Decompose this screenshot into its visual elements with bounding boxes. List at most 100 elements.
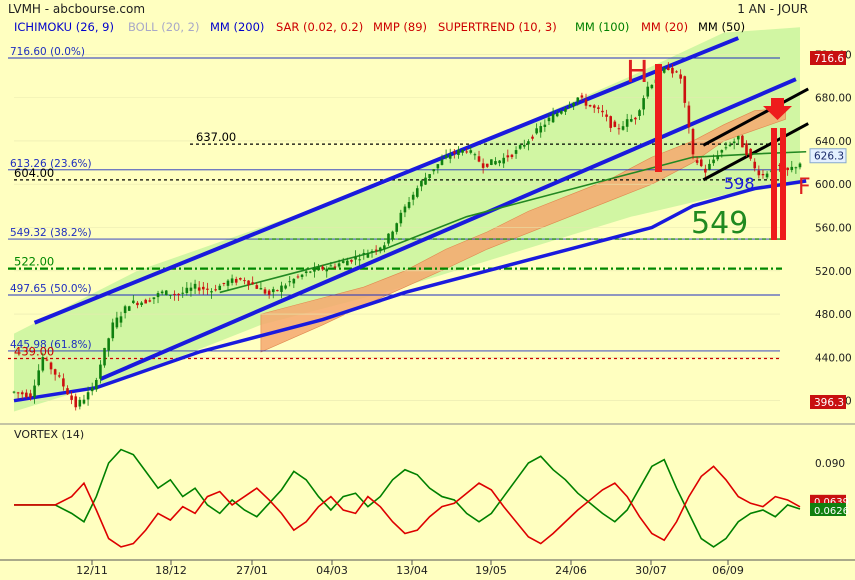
- vortex-green-badge-box: [810, 503, 846, 516]
- candle-body: [354, 256, 357, 260]
- candle-body: [276, 290, 279, 292]
- candle-body: [74, 396, 78, 408]
- candle-body: [712, 159, 715, 164]
- head-bar: [655, 64, 662, 172]
- candle-body: [634, 117, 637, 120]
- head-label: H: [626, 55, 649, 90]
- candle-body: [164, 290, 168, 296]
- candle-body: [465, 151, 468, 153]
- candle-body: [720, 150, 724, 153]
- candle-body: [115, 317, 119, 328]
- candle-body: [189, 287, 193, 291]
- candle-body: [321, 266, 324, 270]
- low-badge-text: 396.3: [814, 397, 844, 409]
- candle-body: [625, 119, 629, 127]
- candle-body: [29, 393, 32, 398]
- candle-body: [132, 300, 135, 304]
- fib-level-label: 445.98 (61.8%): [10, 339, 92, 351]
- price-level-label: 439.00: [14, 344, 54, 358]
- x-tick-label: 19/05: [475, 564, 507, 577]
- candle-body: [646, 86, 650, 97]
- candle-body: [169, 294, 172, 296]
- price-tick-label: 680.00: [815, 93, 852, 105]
- candle-body: [790, 166, 794, 171]
- candle-body: [201, 286, 205, 290]
- candle-body: [761, 173, 765, 176]
- candle-body: [20, 392, 24, 395]
- price-tick-label: 600.00: [815, 179, 852, 191]
- candle-body: [765, 173, 769, 178]
- candle-body: [41, 357, 45, 371]
- candle-body: [271, 289, 275, 293]
- candle-body: [140, 302, 143, 306]
- candle-body: [514, 150, 518, 154]
- chart-period: 1 AN - JOUR: [737, 2, 808, 16]
- candle-body: [16, 392, 20, 394]
- chart-title: LVMH - abcbourse.com: [8, 2, 145, 16]
- candle-body: [12, 391, 16, 393]
- candle-body: [638, 110, 641, 117]
- candle-body: [99, 364, 102, 379]
- candle-body: [547, 117, 551, 122]
- down-arrow: [763, 98, 792, 120]
- candle-body: [53, 369, 57, 375]
- candle-body: [230, 278, 234, 283]
- support-resistance-lines: 637.00 604.00 522.00 439.00: [8, 130, 782, 360]
- candle-body: [708, 163, 711, 170]
- price-tick-label: 480.00: [815, 309, 852, 321]
- candle-body: [601, 110, 604, 113]
- moving-average-line: [13, 179, 807, 403]
- candle-body: [580, 95, 584, 98]
- candle-body: [358, 259, 361, 261]
- candle-body: [502, 157, 506, 164]
- moving-averages: [13, 150, 807, 403]
- candle-body: [551, 114, 555, 123]
- candle-body: [490, 159, 493, 165]
- candle-body: [181, 292, 185, 294]
- candle-body: [461, 149, 464, 153]
- candle-body: [736, 135, 740, 140]
- candle-body: [95, 379, 98, 390]
- x-tick-label: 06/09: [712, 564, 744, 577]
- fib-level-label: 497.65 (50.0%): [10, 283, 92, 295]
- moving-average-line: [219, 150, 807, 294]
- drop-bar-left: [771, 128, 777, 240]
- candle-body: [695, 160, 699, 163]
- candle-body: [753, 161, 757, 169]
- x-tick-label: 12/11: [76, 564, 108, 577]
- candle-body: [267, 290, 271, 295]
- candle-body: [308, 271, 312, 273]
- candle-body: [177, 293, 180, 296]
- vortex-indicator: [14, 448, 801, 548]
- candle-body: [485, 163, 489, 167]
- x-tick-label: 18/12: [155, 564, 187, 577]
- candle-body: [329, 265, 333, 267]
- candle-body: [453, 151, 456, 154]
- candle-body: [568, 105, 571, 108]
- candle-body: [757, 170, 761, 176]
- candle-body: [378, 247, 382, 252]
- candle-body: [366, 253, 370, 258]
- candle-body: [399, 212, 403, 224]
- cloud-area: [260, 108, 786, 353]
- candle-body: [588, 105, 592, 107]
- price-tick-label: 640.00: [815, 136, 852, 148]
- close-badge-box: [809, 148, 847, 164]
- legend-item: ICHIMOKU (26, 9): [14, 20, 114, 34]
- candle-body: [420, 180, 423, 187]
- candle-body: [103, 347, 106, 366]
- x-tick-label: 24/06: [555, 564, 587, 577]
- candle-body: [123, 306, 127, 314]
- candle-body: [33, 385, 36, 398]
- vortex-red-badge-text: 0.0639: [814, 497, 849, 508]
- candle-body: [173, 293, 176, 295]
- legend-item: SAR (0.02, 0.2): [276, 20, 363, 34]
- candle-body: [341, 261, 345, 263]
- candle-body: [704, 168, 707, 173]
- candle-body: [415, 188, 419, 197]
- candle-body: [440, 159, 444, 165]
- candle-body: [370, 251, 374, 253]
- x-tick-label: 30/07: [635, 564, 667, 577]
- candle-body: [457, 149, 460, 155]
